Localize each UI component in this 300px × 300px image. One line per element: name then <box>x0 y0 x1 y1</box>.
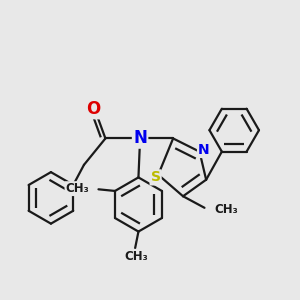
Text: CH₃: CH₃ <box>65 182 89 195</box>
Text: N: N <box>198 143 210 157</box>
Text: N: N <box>133 129 147 147</box>
Text: S: S <box>151 170 160 184</box>
Text: O: O <box>86 100 100 118</box>
Text: CH₃: CH₃ <box>124 250 148 263</box>
Text: CH₃: CH₃ <box>214 203 238 216</box>
